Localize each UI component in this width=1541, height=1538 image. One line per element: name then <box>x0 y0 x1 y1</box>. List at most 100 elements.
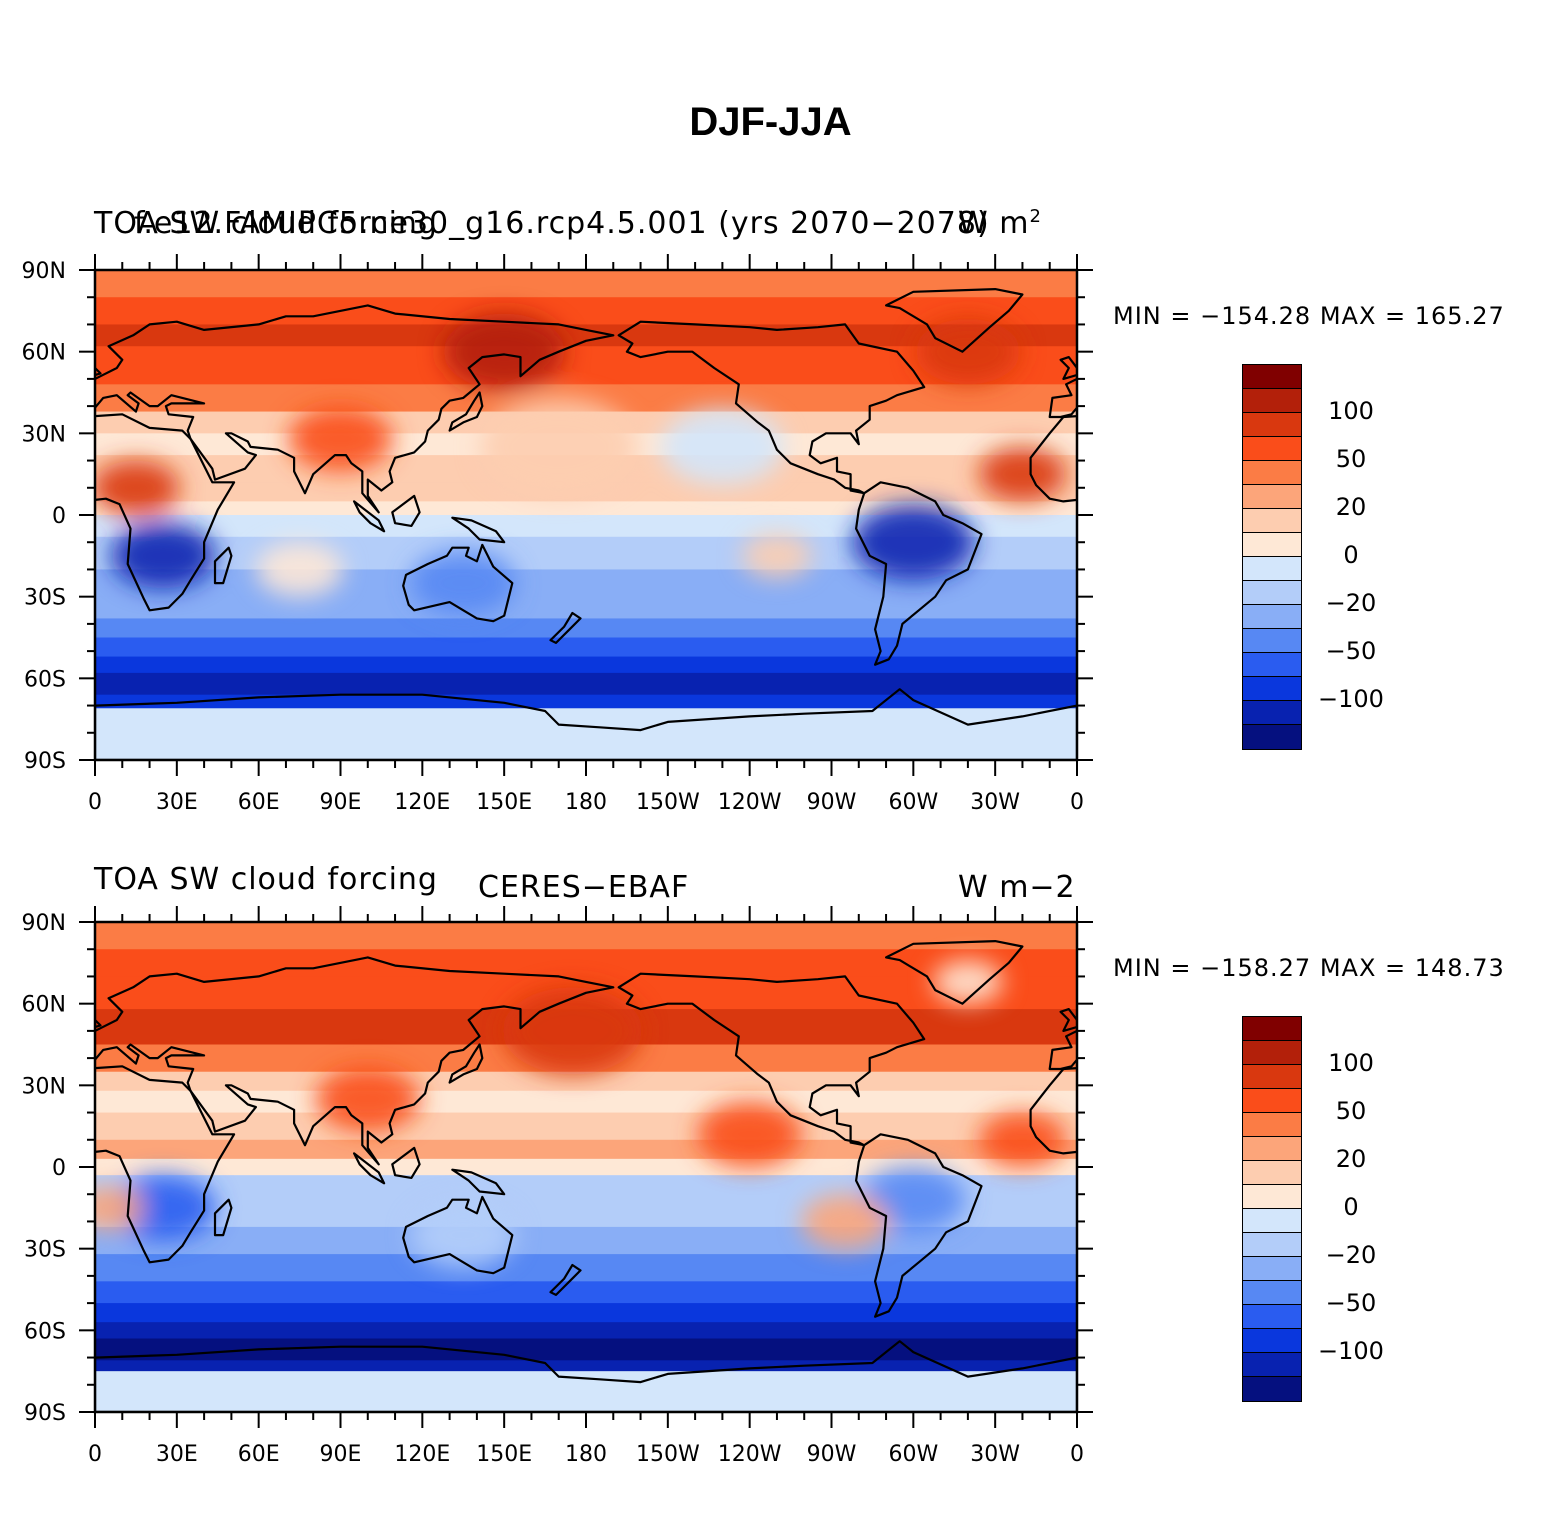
colorbar-label: −100 <box>1318 1337 1384 1365</box>
coastline-antarctica <box>95 1340 1077 1412</box>
field-band <box>95 949 1077 978</box>
field-band <box>95 672 1077 696</box>
colorbar-swatch <box>1243 1377 1301 1401</box>
colorbar-label: 0 <box>1343 1193 1359 1221</box>
y-tick-label: 0 <box>52 1156 66 1181</box>
coastline-newzealand <box>549 611 582 644</box>
field-band <box>95 1322 1077 1340</box>
y-tick-label: 30S <box>24 1238 66 1263</box>
y-tick-label: 90S <box>24 749 66 774</box>
coastline-japan <box>448 1043 484 1084</box>
colorbar-label: 20 <box>1335 493 1367 521</box>
x-tick-label: 120W <box>718 790 782 815</box>
coastline-japan <box>448 391 484 432</box>
colorbar-label: −100 <box>1318 685 1384 713</box>
x-tick-label: 90W <box>807 1442 857 1467</box>
colorbar-swatch <box>1243 389 1301 413</box>
x-tick-label: 120E <box>394 1442 450 1467</box>
field-anomaly <box>978 1112 1067 1167</box>
min-max-stats: MIN = −158.27 MAX = 148.73 <box>1113 954 1505 982</box>
field-band <box>95 1303 1077 1324</box>
coastline-africa <box>95 1065 236 1264</box>
field-anomaly <box>110 1175 216 1241</box>
field-anomaly <box>410 550 516 616</box>
colorbar-swatches <box>1242 1016 1302 1402</box>
colorbar-swatch <box>1243 1185 1301 1209</box>
field-anomaly <box>502 987 643 1075</box>
coastline-newguinea <box>451 1168 506 1196</box>
coastline-newzealand <box>549 1263 582 1296</box>
field-band <box>95 1281 1077 1305</box>
field-anomaly <box>852 504 975 581</box>
x-tick-label: 0 <box>88 1442 102 1467</box>
field-anomaly <box>697 1101 803 1167</box>
coastline-eurasia <box>95 956 615 1166</box>
x-tick-label: 30W <box>970 790 1020 815</box>
field-band <box>95 708 1077 760</box>
field-band <box>95 1139 1077 1160</box>
coastline-uk <box>1059 356 1077 380</box>
y-tick-label: 90N <box>22 259 66 284</box>
colorbar-swatch <box>1243 725 1301 749</box>
y-tick-label: 60S <box>24 1319 66 1344</box>
coastline-borneo <box>391 1146 421 1179</box>
field-band <box>95 501 1077 516</box>
coastline-greenland <box>885 940 1024 1005</box>
y-tick-label: 30N <box>22 1074 66 1099</box>
colorbar-label: −50 <box>1325 637 1377 665</box>
field-anomaly <box>480 397 638 496</box>
colorbar-swatch <box>1243 557 1301 581</box>
field-band <box>95 1254 1077 1283</box>
x-tick-label: 120W <box>718 1442 782 1467</box>
colorbar-label: 100 <box>1328 1049 1374 1077</box>
colorbar-swatch <box>1243 1329 1301 1353</box>
colorbar-swatch <box>1243 1305 1301 1329</box>
colorbar-swatch <box>1243 1209 1301 1233</box>
colorbar-swatch <box>1243 437 1301 461</box>
min-max-stats: MIN = −154.28 MAX = 165.27 <box>1113 302 1505 330</box>
colorbar-swatch <box>1243 1089 1301 1113</box>
map-panel-observed: TOA SW cloud forcing CERES−EBAF W m−2 0 3… <box>0 852 1541 1502</box>
field-band <box>95 694 1077 710</box>
field-band <box>95 324 1077 348</box>
colorbar-swatch <box>1243 485 1301 509</box>
map-plot: 0 30E 60E 90E 120E 150E 180 150W 120W 90W 60W 30W 09… <box>22 254 1093 815</box>
x-tick-label: 150E <box>476 790 532 815</box>
coastline-africa <box>1029 1066 1077 1155</box>
map-field <box>95 270 1077 760</box>
y-tick-label: 60S <box>24 667 66 692</box>
panel-units-sup: 2 <box>1029 206 1042 227</box>
x-tick-label: 60E <box>238 1442 280 1467</box>
x-tick-label: 30E <box>156 790 198 815</box>
panel-units-text: W m−2 <box>958 870 1076 905</box>
coastline-sumatra <box>353 1152 386 1185</box>
coastline-uk <box>95 1018 102 1029</box>
x-tick-label: 60E <box>238 790 280 815</box>
colorbar-swatch <box>1243 1113 1301 1137</box>
y-tick-label: 60N <box>22 341 66 366</box>
colorbar-swatches <box>1242 364 1302 750</box>
colorbar-swatch <box>1243 1017 1301 1041</box>
coastline-africa <box>1029 414 1077 503</box>
coastline-newguinea <box>451 516 506 544</box>
x-tick-label: 180 <box>565 1442 607 1467</box>
field-anomaly <box>95 1186 144 1230</box>
field-anomaly <box>410 1202 516 1268</box>
field-band <box>95 1338 1077 1362</box>
panel-units-text: W m <box>958 206 1030 241</box>
panel-center-title: f.e12.FAMIPC5.ne30_g16.rcp4.5.001 (yrs 2… <box>134 206 990 241</box>
colorbar-swatch <box>1243 1281 1301 1305</box>
colorbar-label: 50 <box>1335 1097 1367 1125</box>
field-anomaly <box>315 1066 421 1132</box>
colorbar-swatch <box>1243 581 1301 605</box>
panel-units: W m2 <box>958 206 1042 241</box>
colorbar-swatch <box>1243 1161 1301 1185</box>
panel-center-title: CERES−EBAF <box>478 870 690 905</box>
field-band <box>95 297 1077 326</box>
coastline-samerica <box>855 1133 983 1318</box>
colorbar-swatch <box>1243 413 1301 437</box>
field-band <box>95 618 1077 639</box>
colorbar-swatch <box>1243 653 1301 677</box>
page-title: DJF-JJA <box>689 100 852 144</box>
y-tick-label: 90N <box>22 911 66 936</box>
